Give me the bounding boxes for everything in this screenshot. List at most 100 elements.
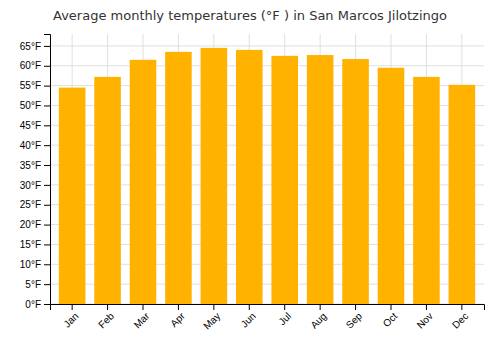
x-tick-mark: [213, 304, 214, 310]
y-tick-label: 65°F: [20, 41, 41, 52]
x-tick: Jan: [61, 304, 80, 330]
x-tick-label: May: [201, 310, 222, 331]
x-tick: Dec: [450, 304, 470, 331]
bar: [59, 88, 86, 304]
y-tick: 55°F: [20, 80, 50, 91]
y-tick-mark: [44, 165, 50, 166]
bar: [236, 50, 263, 304]
x-tick-label: Nov: [415, 310, 435, 330]
y-tick-label: 35°F: [20, 160, 41, 171]
y-tick-mark: [44, 264, 50, 265]
x-tick: Nov: [415, 304, 435, 331]
x-tick-label: Jun: [239, 310, 258, 329]
bar: [271, 56, 298, 304]
x-tick: Feb: [96, 304, 116, 330]
x-tick-label: Aug: [308, 310, 328, 330]
y-tick-mark: [44, 46, 50, 47]
x-tick: Jun: [239, 304, 258, 330]
y-tick-label: 45°F: [20, 120, 41, 131]
y-grid-line: [50, 45, 484, 46]
y-tick: 30°F: [20, 180, 50, 191]
x-tick-mark: [249, 304, 250, 310]
y-tick: 15°F: [20, 239, 50, 250]
x-tick-label: Sep: [344, 310, 365, 331]
bar: [449, 85, 476, 304]
bar: [130, 60, 157, 304]
x-tick-mark: [426, 304, 427, 310]
y-tick: 10°F: [20, 259, 50, 270]
y-tick: 25°F: [20, 199, 50, 210]
y-tick-mark: [44, 304, 50, 305]
x-tick-label: Dec: [450, 310, 470, 330]
y-tick-label: 15°F: [20, 239, 41, 250]
y-tick-mark: [44, 145, 50, 146]
x-tick-label: Oct: [381, 310, 400, 329]
x-tick: Sep: [344, 304, 365, 331]
y-tick: 5°F: [25, 279, 50, 290]
x-tick: Jul: [276, 304, 293, 327]
x-tick: Apr: [168, 304, 187, 329]
y-grid-line: [50, 65, 484, 66]
x-tick-mark: [72, 304, 73, 310]
y-tick: 45°F: [20, 120, 50, 131]
title: Average monthly temperatures (°F ) in Sa…: [53, 8, 447, 23]
y-tick-mark: [44, 125, 50, 126]
x-tick-mark: [461, 304, 462, 310]
bars: [59, 48, 475, 304]
x-tick-mark: [107, 304, 108, 310]
bar: [307, 55, 334, 304]
x-tick-label: Apr: [168, 310, 187, 329]
y-tick-mark: [44, 284, 50, 285]
y-tick-label: 55°F: [20, 80, 41, 91]
x-tick: May: [201, 304, 222, 332]
y-tick-mark: [44, 66, 50, 67]
x-tick-label: Jan: [61, 310, 80, 329]
y-tick-mark: [44, 244, 50, 245]
chart: Jan Feb Mar Apr May Jun Jul Aug Sep Oct Nov Dec 0°F 5…: [0, 0, 500, 350]
y-tick-label: 0°F: [25, 299, 41, 310]
y-axis-line: [44, 35, 51, 305]
y-tick-label: 50°F: [20, 100, 41, 111]
y-tick-label: 10°F: [20, 259, 41, 270]
x-tick-mark: [284, 304, 285, 310]
x-tick-mark: [143, 304, 144, 310]
x-tick-label: Mar: [132, 310, 152, 330]
bar: [342, 59, 369, 304]
grid: [50, 34, 484, 304]
y-tick: 65°F: [20, 41, 50, 52]
plot: Jan Feb Mar Apr May Jun Jul Aug Sep Oct Nov Dec 0°F 5…: [20, 34, 485, 332]
y-tick: 50°F: [20, 100, 50, 111]
bar: [94, 77, 121, 304]
y-tick-label: 40°F: [20, 140, 41, 151]
y-tick-label: 5°F: [25, 279, 41, 290]
y-tick-mark: [44, 86, 50, 87]
x-tick-label: Jul: [276, 310, 293, 327]
y-tick-mark: [44, 105, 50, 106]
y-tick: 0°F: [25, 299, 50, 310]
y-tick-mark: [44, 225, 50, 226]
x-axis: Jan Feb Mar Apr May Jun Jul Aug Sep Oct Nov Dec: [51, 304, 485, 332]
x-tick: Oct: [381, 304, 400, 329]
y-tick-mark: [44, 185, 50, 186]
y-tick: 40°F: [20, 140, 50, 151]
x-tick-mark: [391, 304, 392, 310]
y-tick-label: 30°F: [20, 180, 41, 191]
y-tick-label: 60°F: [20, 60, 41, 71]
x-tick: Aug: [308, 304, 328, 331]
x-tick-label: Feb: [96, 310, 116, 330]
x-tick-mark: [178, 304, 179, 310]
bar: [413, 77, 440, 304]
y-tick-label: 20°F: [20, 219, 41, 230]
y-tick-mark: [44, 205, 50, 206]
y-tick: 60°F: [20, 60, 50, 71]
x-tick: Mar: [132, 304, 152, 330]
bar: [201, 48, 228, 304]
bar: [165, 52, 192, 304]
y-tick-label: 25°F: [20, 199, 41, 210]
x-axis-line: [51, 305, 485, 311]
bar: [378, 68, 405, 304]
y-axis: 0°F 5°F 10°F 15°F 20°F 25°F 30°F 35°F 40°F 45°F 50…: [20, 35, 51, 310]
x-tick-mark: [355, 304, 356, 310]
x-tick-mark: [320, 304, 321, 310]
y-tick: 35°F: [20, 160, 50, 171]
